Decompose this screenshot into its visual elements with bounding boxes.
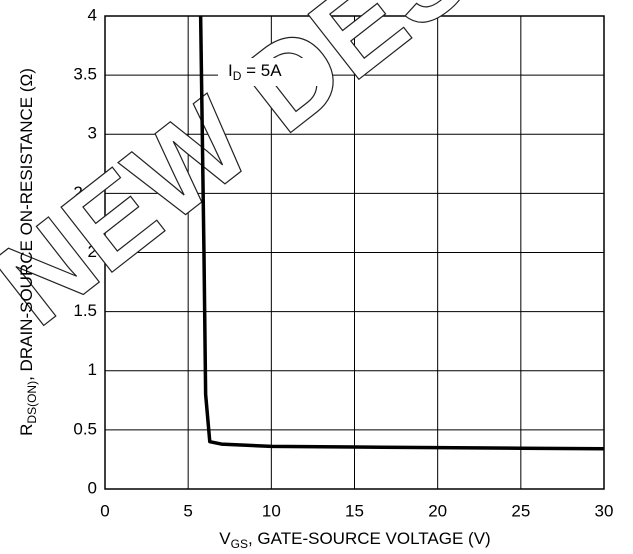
annotation-box [218, 58, 318, 86]
y-axis-label-sub: DS(ON) [25, 381, 39, 424]
y-axis-label-main: R [17, 424, 36, 436]
y-tick-label: 4 [88, 5, 97, 24]
y-axis-label: RDS(ON), DRAIN-SOURCE ON-RESISTANCE (Ω) [17, 68, 39, 436]
x-tick-label: 0 [100, 501, 109, 520]
x-tick-label: 5 [183, 501, 192, 520]
annotation-main: I [228, 61, 233, 80]
y-tick-label: 3.5 [73, 65, 97, 84]
x-axis-label-sub: GS [231, 537, 248, 551]
y-tick-label: 0 [88, 478, 97, 497]
y-axis-label-rest: , DRAIN-SOURCE ON-RESISTANCE (Ω) [17, 68, 36, 381]
x-axis-label: VGS, GATE-SOURCE VOLTAGE (V) [219, 529, 490, 551]
plot-frame [104, 15, 605, 490]
y-tick-label: 2.5 [73, 183, 97, 202]
x-tick-label: 25 [511, 501, 530, 520]
y-tick-label: 2 [88, 242, 97, 261]
x-tick-label: 10 [262, 501, 281, 520]
x-tick-label: 20 [428, 501, 447, 520]
x-tick-label: 15 [345, 501, 364, 520]
annotation-rest: = 5A [241, 61, 282, 80]
y-tick-label: 1 [88, 360, 97, 379]
x-tick-label: 30 [595, 501, 614, 520]
x-axis-label-rest: , GATE-SOURCE VOLTAGE (V) [248, 529, 491, 548]
watermark: NEW DESIGN [0, 0, 633, 352]
y-tick-label: 0.5 [73, 419, 97, 438]
x-axis-label-main: V [219, 529, 231, 548]
data-line [198, 15, 605, 451]
annotation: ID = 5A [228, 61, 282, 83]
annotation-sub: D [233, 69, 242, 83]
y-tick-label: 3 [88, 124, 97, 143]
y-tick-label: 1.5 [73, 301, 97, 320]
